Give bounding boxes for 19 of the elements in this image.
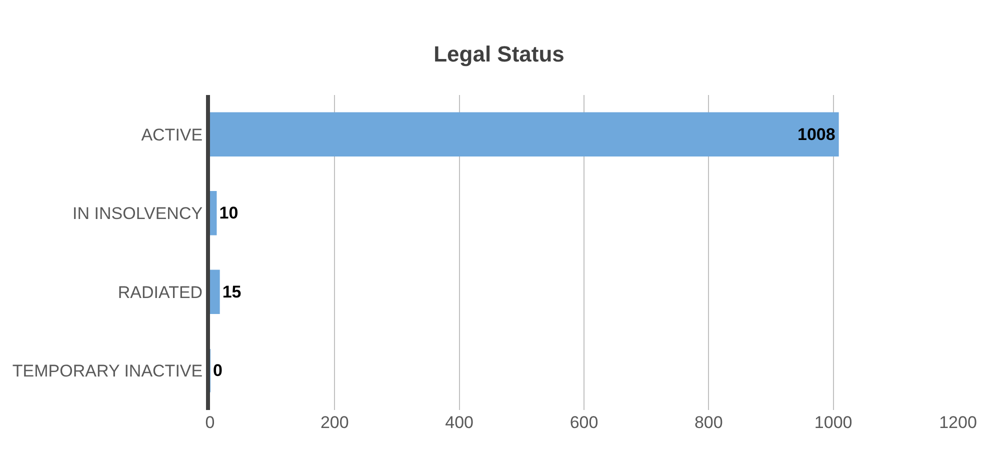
x-tick-label: 600 bbox=[570, 413, 598, 432]
bar bbox=[210, 112, 839, 157]
y-tick-label: IN INSOLVENCY bbox=[72, 204, 203, 224]
data-label: 1008 bbox=[797, 124, 836, 144]
x-tick-label: 1000 bbox=[814, 413, 852, 432]
bar bbox=[210, 270, 220, 314]
chart-title: Legal Status bbox=[434, 41, 564, 66]
x-tick-label: 1200 bbox=[939, 413, 977, 432]
x-tick-label: 400 bbox=[445, 413, 474, 432]
x-tick-label: 200 bbox=[320, 413, 349, 432]
data-label: 10 bbox=[219, 204, 238, 223]
y-tick-label: TEMPORARY INACTIVE bbox=[12, 362, 203, 381]
y-tick-label: RADIATED bbox=[118, 282, 203, 302]
bar bbox=[210, 190, 217, 236]
x-tick-label: 0 bbox=[205, 413, 215, 432]
data-label: 0 bbox=[213, 361, 222, 380]
x-tick-label: 800 bbox=[694, 413, 723, 432]
data-label: 15 bbox=[222, 282, 242, 302]
y-tick-label: ACTIVE bbox=[141, 125, 203, 144]
